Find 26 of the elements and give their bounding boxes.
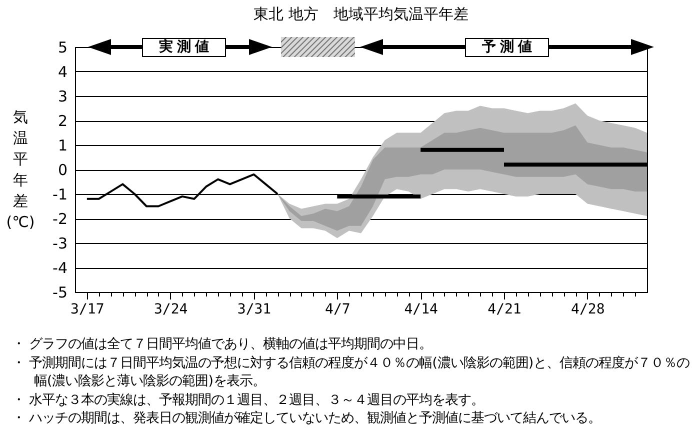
y-tick-label: 5 <box>58 38 68 56</box>
y-tick-label: 2 <box>58 112 68 130</box>
x-tick-label: 4/7 <box>325 302 350 318</box>
x-tick-label: 4/14 <box>404 302 438 318</box>
annotation: 予測値 <box>465 38 549 57</box>
text: ・ 予測期間には７日間平均気温の予想に対する信頼の程度が４０％の幅(濃い陰影の範囲)と、信頼の程度が７０％の幅(濃い陰影と薄い陰影の範囲)を表示。 <box>12 354 691 391</box>
y-tick-label: -2 <box>52 210 68 228</box>
y-tick-label: 0 <box>58 161 68 179</box>
annotation: 実測値 <box>142 38 226 57</box>
x-tick-label: 4/28 <box>571 302 605 318</box>
x-tick-label: 3/17 <box>70 302 104 318</box>
y-tick-label: -5 <box>52 284 68 302</box>
text: ・ グラフの値は全て７日間平均値であり、横軸の値は平均期間の中日。 <box>12 336 434 354</box>
y-tick-label: 1 <box>58 136 68 154</box>
text: ・ ハッチの期間は、発表日の観測値が確定していないため、観測値と予測値に基づいて結んでいる。 <box>12 410 602 428</box>
y-tick-label: -3 <box>52 234 68 252</box>
y-tick-label: -1 <box>52 186 68 204</box>
text: ・ 水平な３本の実線は、予報期間の１週目、２週目、３～４週目の平均を表す。 <box>12 392 486 410</box>
chart-title: 東北 地方 地域平均気温平年差 <box>254 5 468 23</box>
y-axis-title: 気温平年差(℃) <box>6 108 35 231</box>
y-tick-label: 4 <box>58 63 68 81</box>
x-tick-label: 3/24 <box>154 302 188 318</box>
x-tick-label: 4/21 <box>488 302 522 318</box>
y-tick-label: -4 <box>52 259 68 277</box>
y-tick-label: 3 <box>58 88 68 106</box>
x-tick-label: 3/31 <box>237 302 272 318</box>
